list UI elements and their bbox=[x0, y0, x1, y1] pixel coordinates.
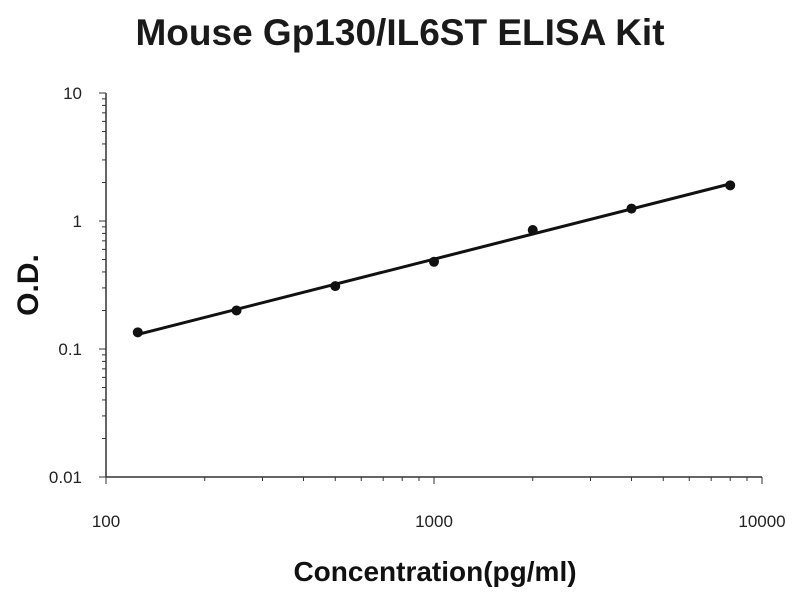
data-point bbox=[232, 305, 242, 315]
y-tick-label: 0.1 bbox=[58, 340, 82, 359]
x-tick-label: 10000 bbox=[738, 512, 785, 531]
data-point bbox=[725, 180, 735, 190]
x-axis-label: Concentration(pg/ml) bbox=[293, 556, 576, 587]
x-tick-label: 1000 bbox=[415, 512, 453, 531]
y-tick-label: 1 bbox=[73, 212, 82, 231]
axes: 10 1 0.1 0.01 100 1000 10000 bbox=[49, 84, 786, 531]
x-tick-label: 100 bbox=[92, 512, 120, 531]
y-axis-label: O.D. bbox=[12, 254, 45, 316]
data-point bbox=[133, 327, 143, 337]
data-point bbox=[330, 281, 340, 291]
data-point bbox=[528, 225, 538, 235]
data-point bbox=[626, 204, 636, 214]
data-point bbox=[429, 257, 439, 267]
y-tick-label: 10 bbox=[63, 84, 82, 103]
y-tick-label: 0.01 bbox=[49, 468, 82, 487]
